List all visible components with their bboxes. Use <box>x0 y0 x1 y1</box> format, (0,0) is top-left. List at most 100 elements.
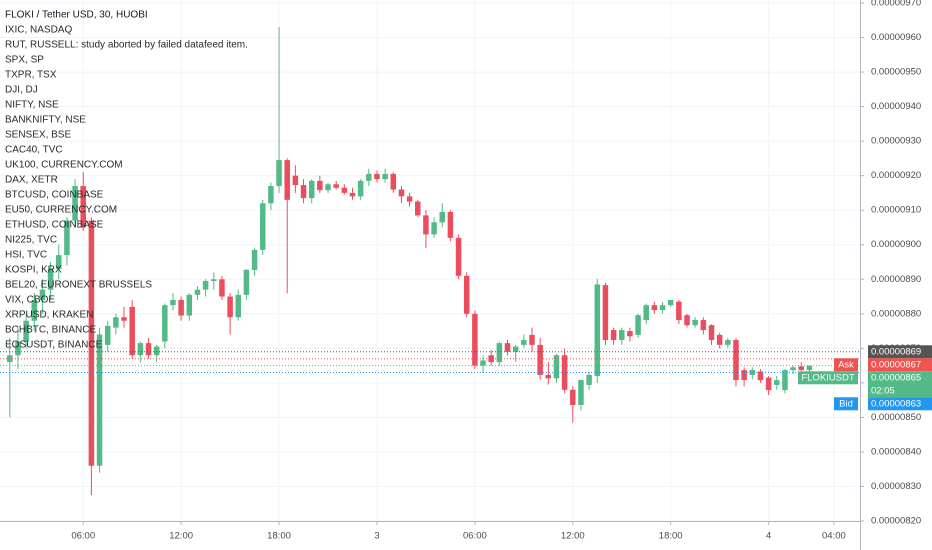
candle-body <box>300 184 307 199</box>
y-tick-label: 0.00000960 <box>871 32 921 43</box>
candle-body <box>325 184 331 191</box>
x-tick-label: 4 <box>766 531 771 542</box>
candle-body <box>194 289 201 295</box>
candle-body <box>162 305 168 342</box>
x-tick-label: 18:00 <box>659 531 683 542</box>
candle-body <box>790 367 796 371</box>
candle-body <box>594 284 601 376</box>
candle-body <box>235 294 242 318</box>
candle-body <box>284 160 290 200</box>
legend-layer: FLOKI / Tether USD, 30, HUOBI IXIC, NASD… <box>5 10 248 351</box>
x-tick-label: 06:00 <box>71 531 95 542</box>
candle-body <box>96 334 103 466</box>
candle-body <box>708 325 715 341</box>
candle-body <box>659 305 666 311</box>
candle-body <box>137 343 144 356</box>
candle-body <box>251 249 258 270</box>
candle-body <box>39 289 46 300</box>
candle-body <box>357 180 364 197</box>
candle-body <box>202 280 209 290</box>
legend-line: VIX, CBOE <box>5 295 55 306</box>
price-tag <box>834 358 858 372</box>
legend-line: TXPR, TSX <box>5 70 57 81</box>
candle-body <box>104 325 111 345</box>
candle-body <box>439 211 445 223</box>
y-tick-label: 0.00000880 <box>871 308 921 319</box>
legend-line: KOSPI, KRX <box>5 265 62 276</box>
candle-body <box>406 196 413 202</box>
axes-layer: 0.00000820 0.00000830 0.00000840 0.00000850… <box>71 0 932 542</box>
y-tick-label: 0.00000820 <box>871 516 921 527</box>
x-tick-label: 3 <box>374 531 379 542</box>
candle-body <box>504 343 511 352</box>
candle-body <box>692 320 698 326</box>
candle-body <box>178 299 184 316</box>
candle-body <box>145 343 152 356</box>
y-tick-label: 0.00000840 <box>871 446 921 457</box>
candle-body <box>349 192 356 197</box>
candle-body <box>211 279 217 281</box>
y-tick-label: 0.00000940 <box>871 101 921 112</box>
candle-body <box>627 331 633 337</box>
y-tick-label: 0.00000910 <box>871 205 921 216</box>
candle-body <box>570 389 576 405</box>
candle-body <box>259 203 266 250</box>
legend-line: DJI, DJ <box>5 85 38 96</box>
price-lines-layer <box>0 351 860 374</box>
candle-body <box>676 301 682 321</box>
price-box <box>868 397 932 411</box>
price-box <box>868 358 932 372</box>
candle-body <box>227 296 233 318</box>
x-tick-label: 04:00 <box>822 531 846 542</box>
candle-body <box>292 175 299 185</box>
candle-body <box>243 269 250 295</box>
candle-body <box>366 173 372 181</box>
candle-body <box>276 160 282 187</box>
candle-body <box>88 220 95 466</box>
y-tick-label: 0.00000850 <box>871 412 921 423</box>
legend-line: ETHUSD, COINBASE <box>5 220 104 231</box>
legend-line: CAC40, TVC <box>5 145 63 156</box>
candle-body <box>15 341 21 356</box>
legend-line: BANKNIFTY, NSE <box>5 115 86 126</box>
candle-body <box>186 294 193 316</box>
candle-body <box>553 355 560 379</box>
legend-line: NIFTY, NSE <box>5 100 59 111</box>
price-box-label: 0.00000865 <box>871 372 921 383</box>
legend-line: BCHBTC, BINANCE <box>5 325 96 336</box>
price-box-label: 0.00000869 <box>871 346 921 357</box>
legend-line: BTCUSD, COINBASE <box>5 190 104 201</box>
y-tick-label: 0.00000970 <box>871 0 921 9</box>
candle-body <box>529 334 535 345</box>
candle-body <box>23 320 29 342</box>
candle-body <box>578 380 584 405</box>
grid-layer <box>0 0 860 522</box>
countdown-label: 02:05 <box>871 385 895 396</box>
candle-body <box>635 315 641 335</box>
candle-body <box>700 320 707 331</box>
y-tick-label: 0.00000890 <box>871 274 921 285</box>
candle-body <box>55 255 62 269</box>
candle-body <box>749 370 756 375</box>
candle-body <box>537 344 543 375</box>
candle-body <box>651 305 658 311</box>
candle-body <box>64 220 70 256</box>
candle-body <box>741 370 747 381</box>
candle-body <box>129 306 135 356</box>
candle-body <box>153 346 160 356</box>
candle-body <box>774 380 780 385</box>
legend-line: HSI, TVC <box>5 250 47 261</box>
candle-body <box>488 355 494 363</box>
candle-body <box>219 279 225 297</box>
candle-body <box>806 365 813 371</box>
y-tick-label: 0.00000930 <box>871 136 921 147</box>
candle-body <box>798 366 805 371</box>
candle-body <box>113 317 119 328</box>
price-tag-label: FLOKIUSDT <box>801 372 855 383</box>
y-tick-label: 0.00000830 <box>871 481 921 492</box>
x-tick-label: 06:00 <box>463 531 487 542</box>
candle-body <box>121 317 127 321</box>
legend-line: XRPUSD, KRAKEN <box>5 310 93 321</box>
y-tick-label: 0.00000920 <box>871 170 921 181</box>
candle-body <box>398 189 405 197</box>
